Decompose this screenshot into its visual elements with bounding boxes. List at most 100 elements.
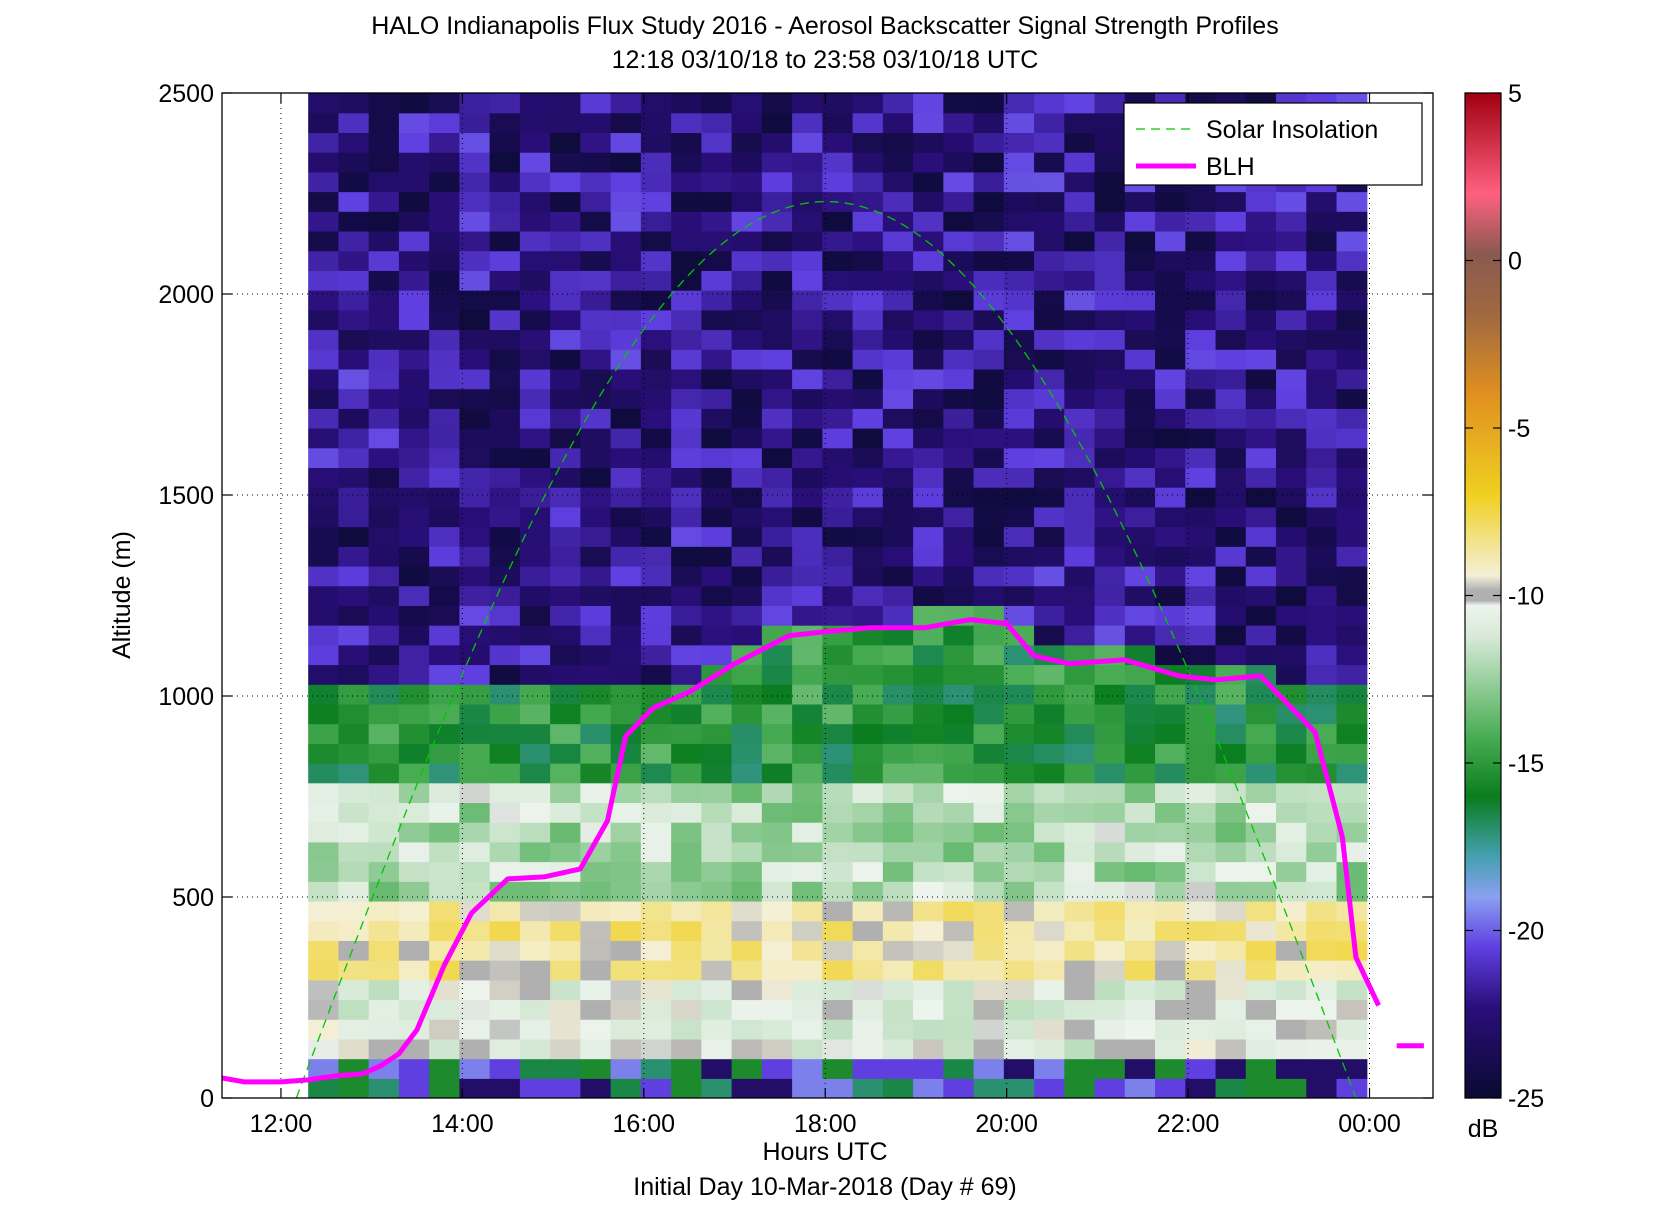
heatmap-cell — [1064, 93, 1096, 114]
heatmap-cell — [761, 684, 793, 705]
heatmap-cell — [882, 782, 914, 804]
heatmap-cell — [792, 152, 823, 173]
heatmap-cell — [1064, 979, 1096, 1001]
heatmap-cell — [792, 191, 823, 212]
heatmap-cell — [1003, 999, 1035, 1020]
heatmap-cell — [519, 388, 551, 409]
heatmap-cell — [913, 112, 944, 134]
heatmap-cell — [792, 684, 823, 705]
heatmap-cell — [1124, 565, 1156, 587]
heatmap-cell — [519, 644, 551, 666]
heatmap-cell — [580, 349, 612, 370]
heatmap-cell — [1336, 211, 1368, 232]
heatmap-cell — [943, 900, 975, 922]
heatmap-cell — [1306, 861, 1338, 882]
heatmap-cell — [1124, 881, 1156, 902]
heatmap-cell — [550, 349, 581, 370]
heatmap-cell — [308, 290, 340, 311]
heatmap-cell — [308, 211, 340, 232]
heatmap-cell — [822, 408, 854, 429]
heatmap-cell — [913, 763, 944, 784]
heatmap-cell — [519, 743, 551, 764]
heatmap-cell — [1124, 684, 1156, 705]
heatmap-cell — [338, 625, 370, 646]
heatmap-cell — [882, 329, 914, 350]
legend-box — [1123, 102, 1423, 186]
heatmap-cell — [429, 211, 461, 232]
heatmap-cell — [550, 979, 581, 1001]
heatmap-cell — [943, 881, 975, 902]
heatmap-cell — [308, 605, 340, 626]
heatmap-cell — [398, 782, 430, 804]
heatmap-cell — [429, 309, 461, 331]
heatmap-cell — [852, 309, 884, 331]
heatmap-cell — [368, 290, 400, 311]
heatmap-cell — [882, 1019, 914, 1040]
heatmap-cell — [1003, 250, 1035, 271]
heatmap-cell — [671, 388, 702, 409]
y-tick-label: 1000 — [158, 683, 214, 711]
heatmap-cell — [519, 349, 551, 370]
heatmap-cell — [943, 270, 975, 291]
heatmap-cell — [1276, 1058, 1307, 1079]
heatmap-cell — [550, 408, 581, 429]
heatmap-cell — [1094, 625, 1126, 646]
heatmap-cell — [368, 900, 400, 922]
heatmap-cell — [1276, 506, 1307, 528]
heatmap-cell — [792, 1038, 823, 1060]
heatmap-cell — [1064, 546, 1096, 567]
heatmap-cell — [429, 290, 461, 311]
heatmap-cell — [580, 447, 612, 469]
heatmap-cell — [1064, 1019, 1096, 1040]
heatmap-cell — [580, 506, 612, 528]
heatmap-cell — [519, 171, 551, 193]
heatmap-cell — [1215, 270, 1247, 291]
heatmap-cell — [308, 1019, 340, 1040]
heatmap-cell — [338, 900, 370, 922]
heatmap-cell — [1185, 605, 1217, 626]
heatmap-cell — [1064, 112, 1096, 134]
heatmap-cell — [459, 250, 491, 271]
heatmap-cell — [610, 1019, 642, 1040]
heatmap-cell — [1034, 270, 1065, 291]
heatmap-cell — [671, 881, 702, 902]
y-tick-label: 1500 — [158, 482, 214, 510]
heatmap-cell — [973, 565, 1005, 587]
heatmap-cell — [1185, 329, 1217, 350]
heatmap-cell — [1003, 881, 1035, 902]
heatmap-cell — [761, 979, 793, 1001]
heatmap-cell — [761, 408, 793, 429]
heatmap-cell — [1155, 487, 1186, 508]
heatmap-cell — [1245, 625, 1277, 646]
heatmap-cell — [610, 152, 642, 173]
heatmap-cell — [640, 112, 672, 134]
heatmap-cell — [1124, 309, 1156, 331]
heatmap-cell — [1276, 428, 1307, 449]
heatmap-cell — [398, 605, 430, 626]
heatmap-cell — [640, 940, 672, 961]
heatmap-cell — [761, 270, 793, 291]
heatmap-cell — [1094, 802, 1126, 823]
heatmap-cell — [368, 861, 400, 882]
heatmap-cell — [368, 960, 400, 981]
y-tick-label: 0 — [200, 1085, 214, 1113]
heatmap-cell — [671, 841, 702, 863]
heatmap-cell — [429, 881, 461, 902]
heatmap-cell — [580, 565, 612, 587]
heatmap-cell — [1124, 920, 1156, 941]
heatmap-cell — [338, 230, 370, 252]
heatmap-cell — [1276, 250, 1307, 271]
heatmap-cell — [489, 487, 521, 508]
heatmap-cell — [701, 1038, 733, 1060]
heatmap-cell — [368, 506, 400, 528]
heatmap-cell — [519, 1078, 551, 1098]
heatmap-cell — [671, 211, 702, 232]
heatmap-cell — [1155, 684, 1186, 705]
heatmap-cell — [1185, 506, 1217, 528]
heatmap-cell — [852, 1058, 884, 1079]
heatmap-cell — [1124, 1038, 1156, 1060]
heatmap-cell — [1306, 999, 1338, 1020]
heatmap-cell — [822, 664, 854, 685]
heatmap-cell — [429, 900, 461, 922]
heatmap-cell — [731, 408, 763, 429]
